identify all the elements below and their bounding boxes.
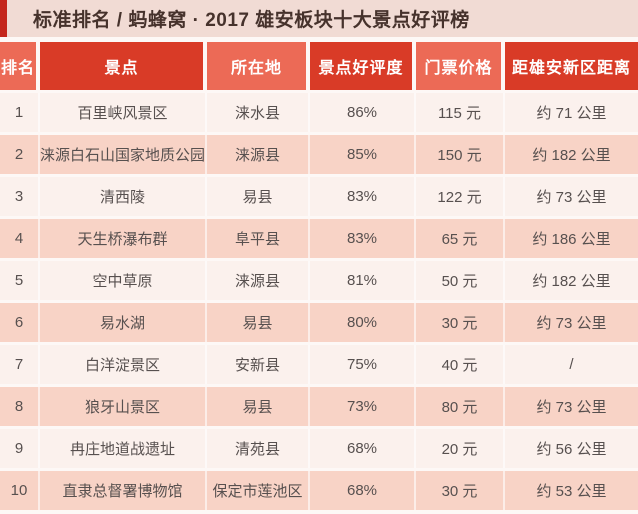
cell-rank: 10 bbox=[0, 471, 40, 510]
cell-price: 50 元 bbox=[416, 261, 505, 300]
cell-location: 涞源县 bbox=[207, 135, 310, 174]
table-body: 1 百里峡风景区 涞水县 86% 115 元 约 71 公里 2 涞源白石山国家… bbox=[0, 93, 638, 510]
table-row: 7 白洋淀景区 安新县 75% 40 元 / bbox=[0, 345, 638, 384]
cell-distance: 约 73 公里 bbox=[505, 177, 638, 216]
cell-location: 易县 bbox=[207, 177, 310, 216]
cell-rank: 7 bbox=[0, 345, 40, 384]
header-cell-spot: 景点 bbox=[40, 42, 207, 90]
cell-spot: 白洋淀景区 bbox=[40, 345, 207, 384]
cell-rating: 80% bbox=[310, 303, 416, 342]
cell-distance: 约 73 公里 bbox=[505, 387, 638, 426]
cell-distance: 约 53 公里 bbox=[505, 471, 638, 510]
cell-rating: 73% bbox=[310, 387, 416, 426]
header-cell-rank: 排名 bbox=[0, 42, 40, 90]
cell-location: 易县 bbox=[207, 303, 310, 342]
cell-spot: 涞源白石山国家地质公园 bbox=[40, 135, 207, 174]
cell-rank: 9 bbox=[0, 429, 40, 468]
cell-location: 易县 bbox=[207, 387, 310, 426]
cell-rank: 2 bbox=[0, 135, 40, 174]
header-cell-location: 所在地 bbox=[207, 42, 310, 90]
cell-location: 涞水县 bbox=[207, 93, 310, 132]
cell-spot: 易水湖 bbox=[40, 303, 207, 342]
cell-rating: 85% bbox=[310, 135, 416, 174]
cell-rank: 3 bbox=[0, 177, 40, 216]
cell-spot: 空中草原 bbox=[40, 261, 207, 300]
cell-price: 20 元 bbox=[416, 429, 505, 468]
cell-rank: 6 bbox=[0, 303, 40, 342]
header-row: 排名 景点 所在地 景点好评度 门票价格 距雄安新区距离 bbox=[0, 42, 638, 90]
cell-spot: 冉庄地道战遗址 bbox=[40, 429, 207, 468]
table-row: 1 百里峡风景区 涞水县 86% 115 元 约 71 公里 bbox=[0, 93, 638, 132]
cell-location: 阜平县 bbox=[207, 219, 310, 258]
title-bar: 标准排名 / 蚂蜂窝 · 2017 雄安板块十大景点好评榜 bbox=[0, 0, 638, 37]
cell-spot: 清西陵 bbox=[40, 177, 207, 216]
cell-rating: 68% bbox=[310, 429, 416, 468]
cell-spot: 狼牙山景区 bbox=[40, 387, 207, 426]
cell-rating: 83% bbox=[310, 177, 416, 216]
cell-spot: 天生桥瀑布群 bbox=[40, 219, 207, 258]
cell-rating: 75% bbox=[310, 345, 416, 384]
cell-price: 40 元 bbox=[416, 345, 505, 384]
cell-price: 65 元 bbox=[416, 219, 505, 258]
cell-distance: 约 71 公里 bbox=[505, 93, 638, 132]
cell-rank: 1 bbox=[0, 93, 40, 132]
table-row: 10 直隶总督署博物馆 保定市莲池区 68% 30 元 约 53 公里 bbox=[0, 471, 638, 510]
cell-rating: 68% bbox=[310, 471, 416, 510]
cell-rank: 4 bbox=[0, 219, 40, 258]
cell-rating: 86% bbox=[310, 93, 416, 132]
cell-spot: 直隶总督署博物馆 bbox=[40, 471, 207, 510]
cell-location: 涞源县 bbox=[207, 261, 310, 300]
cell-distance: 约 73 公里 bbox=[505, 303, 638, 342]
cell-price: 150 元 bbox=[416, 135, 505, 174]
cell-distance: / bbox=[505, 345, 638, 384]
cell-rating: 83% bbox=[310, 219, 416, 258]
cell-price: 30 元 bbox=[416, 471, 505, 510]
table-row: 9 冉庄地道战遗址 清苑县 68% 20 元 约 56 公里 bbox=[0, 429, 638, 468]
cell-spot: 百里峡风景区 bbox=[40, 93, 207, 132]
cell-price: 80 元 bbox=[416, 387, 505, 426]
table-row: 8 狼牙山景区 易县 73% 80 元 约 73 公里 bbox=[0, 387, 638, 426]
cell-rating: 81% bbox=[310, 261, 416, 300]
title-accent-bar bbox=[0, 0, 7, 37]
cell-location: 安新县 bbox=[207, 345, 310, 384]
table-row: 3 清西陵 易县 83% 122 元 约 73 公里 bbox=[0, 177, 638, 216]
cell-location: 清苑县 bbox=[207, 429, 310, 468]
table-row: 2 涞源白石山国家地质公园 涞源县 85% 150 元 约 182 公里 bbox=[0, 135, 638, 174]
cell-distance: 约 56 公里 bbox=[505, 429, 638, 468]
cell-distance: 约 186 公里 bbox=[505, 219, 638, 258]
table-row: 5 空中草原 涞源县 81% 50 元 约 182 公里 bbox=[0, 261, 638, 300]
cell-distance: 约 182 公里 bbox=[505, 135, 638, 174]
page-title: 标准排名 / 蚂蜂窝 · 2017 雄安板块十大景点好评榜 bbox=[33, 10, 470, 31]
cell-price: 122 元 bbox=[416, 177, 505, 216]
header-cell-price: 门票价格 bbox=[416, 42, 505, 90]
cell-rank: 5 bbox=[0, 261, 40, 300]
cell-location: 保定市莲池区 bbox=[207, 471, 310, 510]
table-row: 4 天生桥瀑布群 阜平县 83% 65 元 约 186 公里 bbox=[0, 219, 638, 258]
cell-price: 115 元 bbox=[416, 93, 505, 132]
header-cell-distance: 距雄安新区距离 bbox=[505, 42, 638, 90]
cell-distance: 约 182 公里 bbox=[505, 261, 638, 300]
header-cell-rating: 景点好评度 bbox=[310, 42, 416, 90]
cell-price: 30 元 bbox=[416, 303, 505, 342]
cell-rank: 8 bbox=[0, 387, 40, 426]
table-row: 6 易水湖 易县 80% 30 元 约 73 公里 bbox=[0, 303, 638, 342]
